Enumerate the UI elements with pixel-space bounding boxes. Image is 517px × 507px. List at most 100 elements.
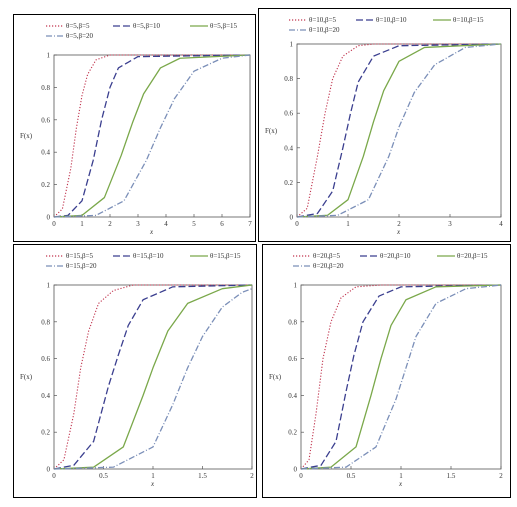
x-tick-label: 1 [346, 220, 350, 228]
legend-swatch [190, 255, 208, 257]
x-tick-label: 0.5 [347, 472, 356, 480]
plot-frame [300, 284, 502, 470]
series-line [296, 43, 501, 218]
series-line [53, 54, 251, 218]
legend-label: θ=20,β=5 [313, 252, 341, 260]
series-line [296, 43, 502, 218]
chart-plot: 0 0.2 0.4 0.6 0.8 1 0 0.5 1 1.5 2 [41, 282, 254, 481]
chart-panel: 0 0.2 0.4 0.6 0.8 1 0 1 2 3 4 θ=10,β=5 θ=10,β=10 θ=1… [258, 8, 511, 242]
chart-panel: 0 0.2 0.4 0.6 0.8 1 0 1 2 3 4 5 6 7 θ=5,β=5 θ=5,β=10 θ=… [13, 14, 256, 242]
series-line [53, 284, 253, 470]
legend-swatch [437, 255, 455, 257]
legend-item: θ=5,β=20 [46, 32, 93, 40]
x-axis-label: x [397, 228, 401, 236]
legend-swatch [46, 35, 64, 37]
series-line [53, 54, 250, 218]
series-line [53, 284, 253, 470]
legend-item: θ=5,β=15 [190, 22, 237, 30]
y-tick-label: 0 [290, 214, 294, 222]
y-tick-label: 0.6 [284, 110, 293, 118]
legend-label: θ=10,β=15 [453, 16, 484, 24]
legend-item: θ=15,β=10 [113, 252, 164, 260]
x-tick-label: 2 [397, 220, 401, 228]
y-tick-label: 0 [294, 466, 298, 474]
y-tick-label: 0.4 [41, 392, 50, 400]
legend-swatch [46, 25, 64, 27]
x-tick-label: 0 [52, 472, 56, 480]
legend-label: θ=5,β=15 [210, 22, 238, 30]
legend-label: θ=10,β=20 [309, 26, 340, 34]
x-tick-label: 1 [399, 472, 403, 480]
legend-label: θ=5,β=10 [133, 22, 161, 30]
y-tick-label: 0.4 [284, 144, 293, 152]
y-tick-label: 0.8 [284, 75, 293, 83]
legend-swatch [190, 25, 208, 27]
y-tick-label: 0.8 [288, 318, 297, 326]
legend-label: θ=15,β=15 [210, 252, 241, 260]
x-tick-label: 1.5 [198, 472, 207, 480]
y-axis-label: F(x) [20, 132, 33, 140]
series-line [300, 284, 501, 470]
y-tick-label: 0.6 [41, 355, 50, 363]
y-axis-label: F(x) [20, 373, 33, 381]
x-tick-label: 2 [250, 472, 254, 480]
legend-item: θ=10,β=20 [289, 26, 340, 34]
legend-item: θ=5,β=5 [46, 22, 90, 30]
series-line [296, 43, 502, 218]
y-tick-label: 1 [47, 282, 51, 290]
plot-frame [296, 43, 502, 218]
legend-label: θ=10,β=5 [309, 16, 337, 24]
legend-label: θ=10,β=10 [376, 16, 407, 24]
legend-swatch [293, 265, 311, 267]
legend-label: θ=15,β=20 [66, 262, 97, 270]
y-tick-label: 0.4 [288, 392, 297, 400]
x-axis-label: x [151, 480, 155, 488]
x-tick-label: 0.5 [99, 472, 108, 480]
legend-item: θ=10,β=10 [356, 16, 407, 24]
x-tick-label: 4 [164, 220, 168, 228]
legend-item: θ=15,β=20 [46, 262, 97, 270]
legend-swatch [289, 29, 307, 31]
legend-item: θ=20,β=15 [437, 252, 488, 260]
legend-item: θ=10,β=5 [289, 16, 336, 24]
y-tick-label: 0.2 [288, 429, 297, 437]
legend-item: θ=10,β=15 [433, 16, 484, 24]
legend-item: θ=5,β=10 [113, 22, 160, 30]
chart-panel: 0 0.2 0.4 0.6 0.8 1 0 0.5 1 1.5 2 θ=15,β=5 θ=15,β=1… [13, 244, 257, 498]
legend-swatch [46, 265, 64, 267]
x-tick-label: 6 [220, 220, 224, 228]
y-tick-label: 1 [290, 41, 294, 49]
x-tick-label: 1.5 [447, 472, 456, 480]
series-line [300, 284, 502, 470]
legend-swatch [289, 19, 307, 21]
x-tick-label: 0 [52, 220, 56, 228]
legend-label: θ=5,β=5 [66, 22, 90, 30]
legend-item: θ=15,β=5 [46, 252, 93, 260]
x-tick-label: 0 [299, 472, 303, 480]
x-axis-label: x [399, 480, 403, 488]
series-line [53, 288, 253, 470]
y-tick-label: 0.4 [41, 149, 50, 157]
legend-label: θ=20,β=10 [380, 252, 411, 260]
series-line [296, 43, 502, 218]
x-tick-label: 4 [499, 220, 503, 228]
x-tick-label: 3 [136, 220, 140, 228]
y-axis-label: F(x) [269, 373, 282, 381]
legend-swatch [46, 255, 64, 257]
x-tick-label: 5 [192, 220, 196, 228]
y-tick-label: 0.2 [41, 181, 50, 189]
legend-label: θ=20,β=15 [457, 252, 488, 260]
x-tick-label: 0 [295, 220, 299, 228]
series-line [53, 54, 251, 218]
x-tick-label: 2 [499, 472, 503, 480]
legend-swatch [433, 19, 451, 21]
series-line [53, 54, 251, 218]
legend-swatch [293, 255, 311, 257]
legend-label: θ=15,β=5 [66, 252, 94, 260]
y-tick-label: 0.2 [41, 429, 50, 437]
series-line [53, 284, 252, 470]
legend-item: θ=20,β=20 [293, 262, 344, 270]
legend-item: θ=15,β=15 [190, 252, 241, 260]
x-tick-label: 1 [80, 220, 84, 228]
legend-label: θ=5,β=20 [66, 32, 94, 40]
